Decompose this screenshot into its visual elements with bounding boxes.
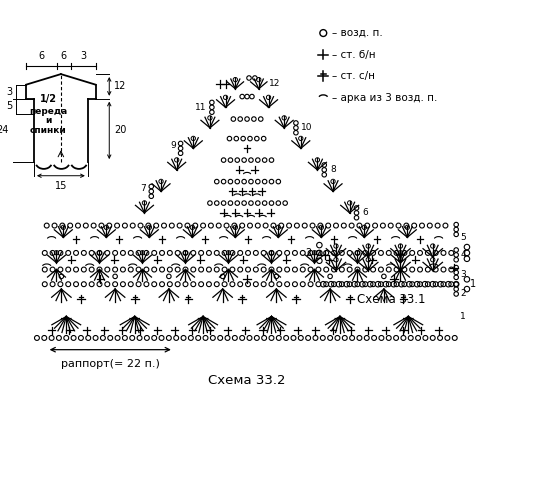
Text: 1/2: 1/2 xyxy=(40,94,57,104)
Text: 2: 2 xyxy=(305,248,311,258)
Text: 12: 12 xyxy=(114,82,126,92)
Text: 6: 6 xyxy=(60,52,67,62)
Text: 10: 10 xyxy=(301,124,312,132)
Text: 12: 12 xyxy=(268,80,280,88)
Text: 6: 6 xyxy=(362,208,368,218)
Text: 20: 20 xyxy=(114,126,126,136)
Text: – ст. с/н: – ст. с/н xyxy=(332,71,375,81)
Text: 6: 6 xyxy=(39,52,45,62)
Text: 3: 3 xyxy=(80,52,86,62)
Text: 4: 4 xyxy=(460,250,466,260)
Text: 3: 3 xyxy=(460,270,466,279)
Text: 8: 8 xyxy=(330,166,336,174)
Text: переда: переда xyxy=(29,106,67,116)
Text: 5: 5 xyxy=(460,233,466,242)
Text: – ст. б/н: – ст. б/н xyxy=(332,50,376,59)
Text: 1: 1 xyxy=(470,279,476,289)
Text: 1: 1 xyxy=(460,312,466,321)
Text: 11: 11 xyxy=(195,103,206,112)
Text: и: и xyxy=(45,116,51,125)
Text: 2: 2 xyxy=(460,290,466,298)
Text: Схема 33.1: Схема 33.1 xyxy=(358,294,426,306)
Text: 5: 5 xyxy=(6,101,13,111)
Text: 7: 7 xyxy=(141,184,146,193)
Text: спинки: спинки xyxy=(30,126,67,135)
Text: – арка из 3 возд. п.: – арка из 3 возд. п. xyxy=(332,92,437,102)
Text: раппорт(= 22 п.): раппорт(= 22 п.) xyxy=(61,360,160,370)
Text: Схема 33.2: Схема 33.2 xyxy=(208,374,286,387)
Text: 3: 3 xyxy=(7,86,13,97)
Text: 24: 24 xyxy=(0,126,9,136)
Text: – возд. п.: – возд. п. xyxy=(332,28,383,38)
Text: 9: 9 xyxy=(170,141,175,150)
Text: 15: 15 xyxy=(54,180,67,190)
